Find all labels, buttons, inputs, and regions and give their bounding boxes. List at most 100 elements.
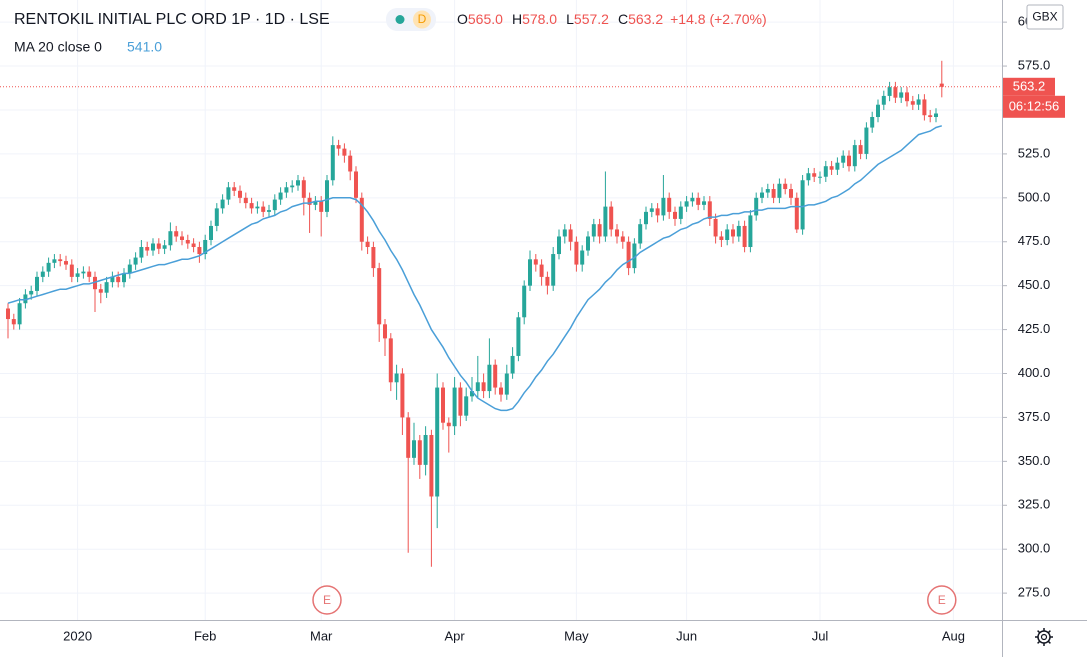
candle-body xyxy=(487,364,492,392)
candle-body xyxy=(504,373,509,395)
candle-body xyxy=(754,197,759,216)
candle-body xyxy=(516,317,521,356)
countdown-box xyxy=(1003,95,1065,118)
y-tick-label: 450.0 xyxy=(1018,277,1051,292)
candle-body xyxy=(615,229,619,237)
y-tick-label: 350.0 xyxy=(1018,453,1051,468)
candle-body xyxy=(702,201,706,205)
candle-body xyxy=(470,391,474,397)
event-label: E xyxy=(323,593,331,607)
candle-body xyxy=(794,197,799,230)
candle-body xyxy=(539,264,544,277)
candle-body xyxy=(829,166,834,170)
candle-body xyxy=(499,387,503,395)
candle-body xyxy=(64,261,68,265)
y-tick-label: 525.0 xyxy=(1018,145,1051,160)
candle-body xyxy=(934,113,938,118)
candle-body xyxy=(620,236,625,242)
candle-body xyxy=(493,364,498,388)
candle-body xyxy=(864,127,869,154)
candle-body xyxy=(777,183,782,198)
candle-body xyxy=(168,231,173,246)
y-tick-label: 300.0 xyxy=(1018,541,1051,556)
candle-body xyxy=(342,148,347,156)
candle-body xyxy=(336,145,341,149)
candle-body xyxy=(719,236,724,240)
candle-body xyxy=(133,257,138,265)
candle-body xyxy=(156,243,161,249)
y-tick-label: 400.0 xyxy=(1018,365,1051,380)
candle-body xyxy=(586,236,590,251)
candle-body xyxy=(180,236,184,240)
candle-body xyxy=(789,189,793,198)
candle-body xyxy=(678,206,683,219)
candle-body xyxy=(423,435,428,465)
candle-body xyxy=(330,145,335,181)
candle-body xyxy=(568,229,573,242)
candle-body xyxy=(760,192,764,198)
candle-body xyxy=(23,294,28,304)
candle-body xyxy=(46,262,51,272)
candle-body xyxy=(122,273,126,283)
candle-body xyxy=(325,180,329,212)
candle-body xyxy=(609,206,614,230)
candle-body xyxy=(17,303,22,325)
x-tick-label: Mar xyxy=(310,628,333,643)
candle-body xyxy=(35,276,39,291)
settings-icon[interactable] xyxy=(1035,628,1053,646)
axes: 275.0 300.0 325.0 350.0 375.0 400.0 425.0 450.0… xyxy=(63,14,1065,643)
candle-body xyxy=(255,206,260,209)
candle-body xyxy=(522,285,527,318)
candle-body xyxy=(81,271,86,274)
candle-body xyxy=(644,211,648,225)
candle-body xyxy=(104,282,109,293)
candle-body xyxy=(98,289,103,293)
candle-body xyxy=(412,440,416,458)
candle-body xyxy=(6,308,10,320)
candle-body xyxy=(905,92,909,102)
y-tick-label: 325.0 xyxy=(1018,497,1051,512)
candle-body xyxy=(209,225,213,240)
candle-body xyxy=(127,264,132,274)
x-tick-label: Jul xyxy=(812,628,829,643)
last-price-label: 563.2 xyxy=(1013,79,1046,94)
candle-body xyxy=(707,201,712,219)
candle-body xyxy=(139,247,144,258)
candle-body xyxy=(162,245,167,249)
candle-body xyxy=(870,117,875,128)
ma-legend-name: MA 20 close 0 xyxy=(14,39,102,55)
candle-body xyxy=(481,382,486,392)
candle-body xyxy=(649,208,654,212)
candle-body xyxy=(290,185,295,188)
interval-badge xyxy=(413,10,431,29)
x-tick-label: May xyxy=(564,628,589,643)
y-tick-label: 425.0 xyxy=(1018,321,1051,336)
candle-body xyxy=(429,435,434,497)
candle-body xyxy=(939,83,944,87)
y-tick-label: 475.0 xyxy=(1018,233,1051,248)
candle-body xyxy=(446,422,451,427)
ohlc-legend: O565.0 H578.0 L557.2 C563.2 +14.8 (+2.70%) xyxy=(457,11,767,27)
candle-body xyxy=(736,225,741,237)
event-marker xyxy=(927,585,957,615)
candle-body xyxy=(371,247,376,269)
candle-body xyxy=(771,189,776,198)
candle-body xyxy=(75,273,80,277)
candle-body xyxy=(110,276,115,283)
candle-body xyxy=(400,373,405,418)
candle-body xyxy=(307,197,312,205)
candle-body xyxy=(296,180,300,186)
candle-body xyxy=(597,224,602,237)
candle-body xyxy=(267,210,271,212)
currency-box[interactable] xyxy=(1026,4,1064,30)
candle-body xyxy=(510,355,515,374)
candle-body xyxy=(301,180,306,198)
ohlc-value: 557.2 xyxy=(574,11,609,27)
candle-body xyxy=(261,206,266,212)
candle-body xyxy=(922,99,927,116)
candle-body xyxy=(823,166,828,177)
candle-body xyxy=(406,417,411,458)
candle-body xyxy=(220,199,225,209)
candle-body xyxy=(684,201,689,207)
